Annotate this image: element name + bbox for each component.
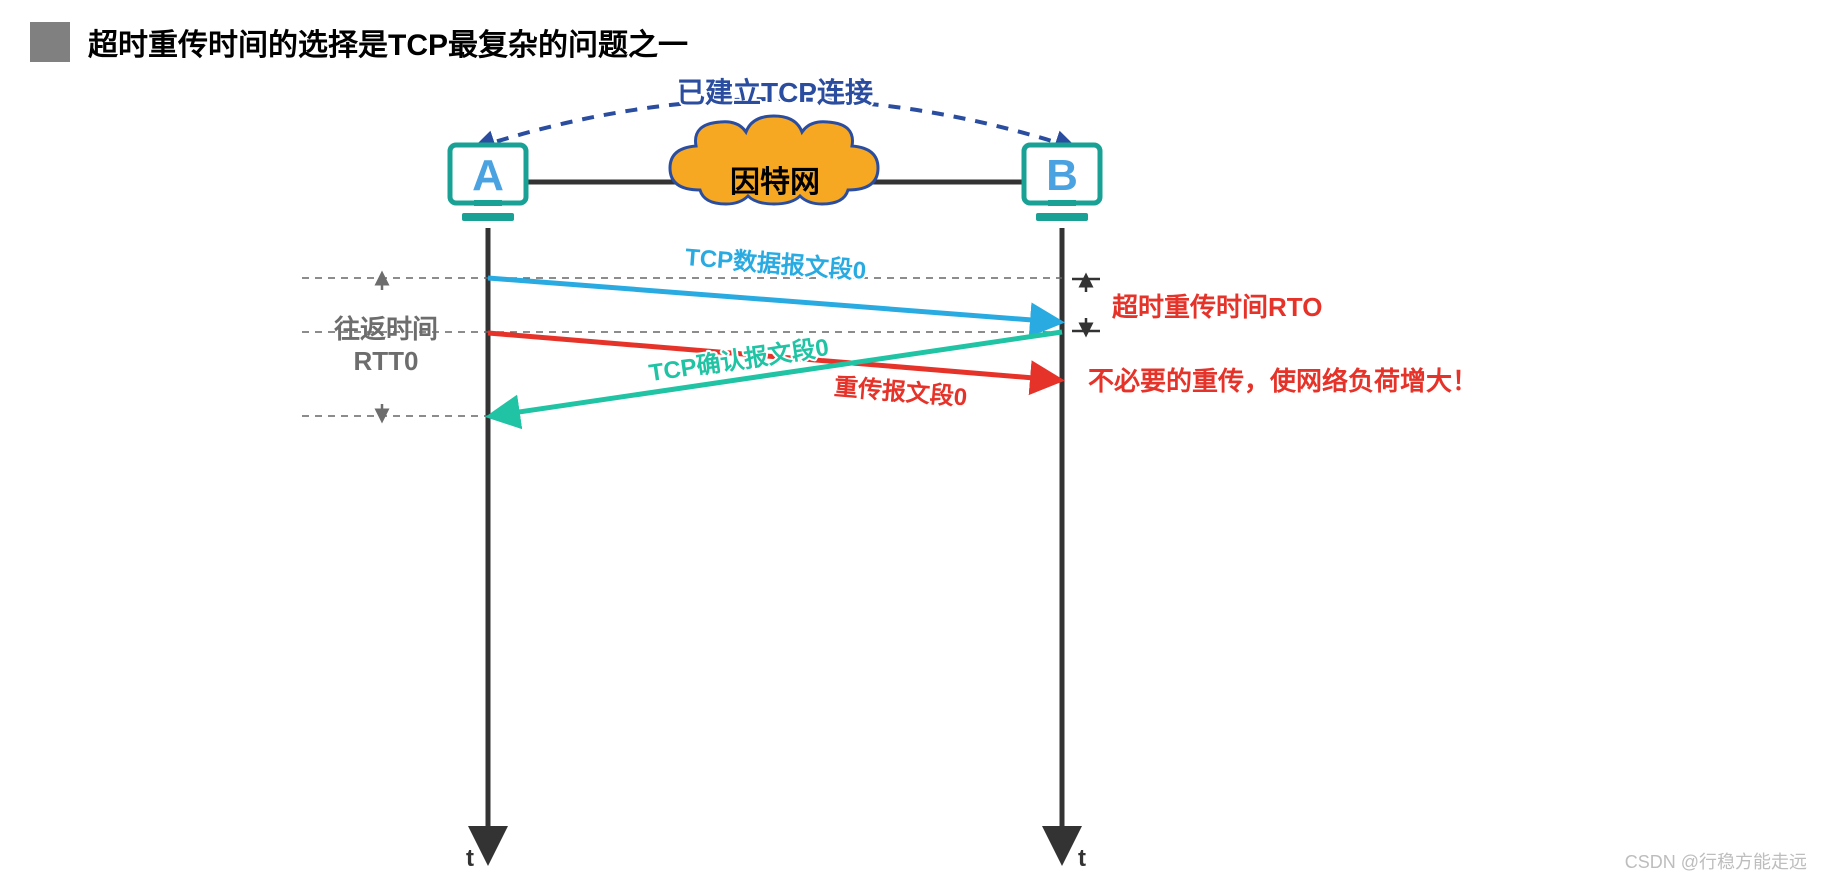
time-axis-b-label: t — [1078, 845, 1086, 872]
retrans-segment-label: 重传报文段0 — [833, 373, 968, 412]
rtt-label-2: RTT0 — [354, 346, 419, 376]
rto-bracket — [1072, 279, 1100, 331]
rto-label: 超时重传时间RTO — [1112, 292, 1322, 322]
rtt-bracket: 往返时间 RTT0 — [334, 278, 438, 416]
retrans-consequence: 不必要的重传，使网络负荷增大！ — [1088, 366, 1478, 396]
internet-label: 因特网 — [730, 166, 820, 199]
watermark: CSDN @行稳方能走远 — [1625, 848, 1807, 874]
tcp-rto-diagram: 已建立TCP连接 A B 因特网 t t TCP数据报文段0 重传报文段0 TC… — [0, 0, 1837, 892]
rtt-label-1: 往返时间 — [334, 314, 438, 344]
time-axis-a-label: t — [466, 845, 474, 872]
host-b-label: B — [1046, 151, 1078, 200]
host-b: B — [1024, 145, 1100, 221]
connection-label: 已建立TCP连接 — [677, 76, 873, 108]
host-a-label: A — [472, 151, 504, 200]
host-a: A — [450, 145, 526, 221]
data-segment-arrow — [488, 278, 1058, 322]
internet-cloud: 因特网 — [670, 116, 878, 204]
